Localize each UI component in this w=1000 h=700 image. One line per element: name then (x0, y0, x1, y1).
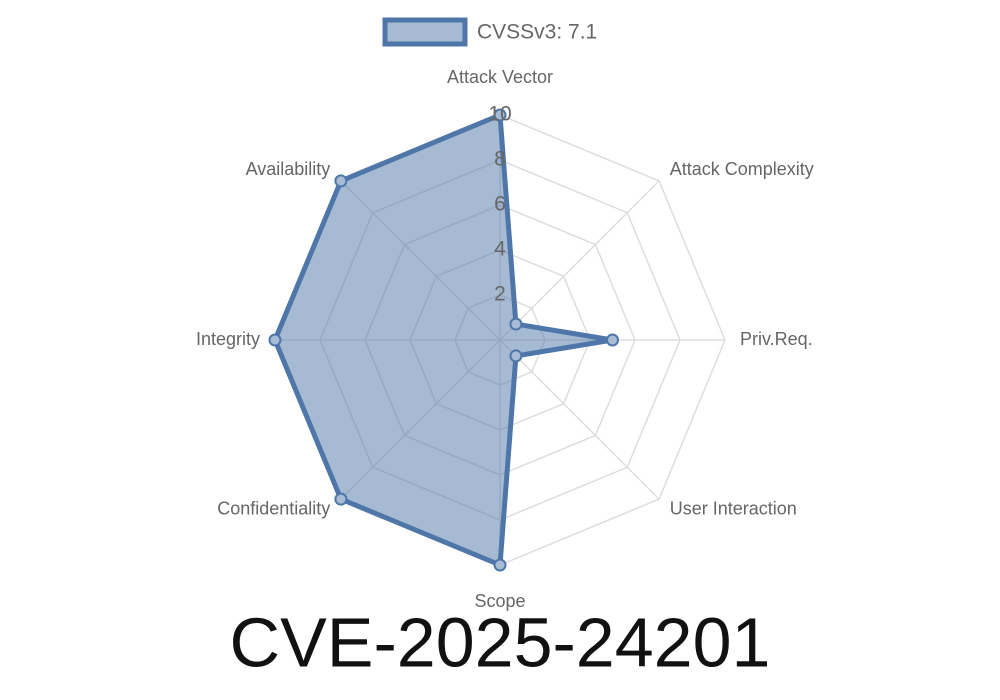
axis-label: Scope (474, 591, 525, 611)
axis-label: Availability (246, 159, 331, 179)
axis-label: Attack Complexity (670, 159, 814, 179)
data-point (606, 333, 619, 347)
legend-label: CVSSv3: 7.1 (477, 21, 597, 44)
data-point (493, 558, 507, 572)
chart-title: CVE-2025-24201 (230, 603, 771, 681)
data-point (509, 349, 523, 363)
r-tick-label: 10 (488, 103, 511, 126)
data-point (334, 174, 348, 188)
legend-swatch (382, 17, 468, 47)
r-tick-label: 4 (494, 238, 506, 261)
axis-label: Priv.Req. (740, 329, 813, 349)
spoke (499, 339, 660, 500)
r-tick-label: 8 (494, 148, 506, 171)
r-tick-label: 6 (494, 193, 506, 216)
data-point (268, 333, 282, 347)
axis-label: Integrity (196, 329, 260, 349)
axis-label: Confidentiality (217, 498, 330, 518)
r-tick-label: 2 (494, 283, 506, 306)
axis-label: Attack Vector (447, 67, 553, 87)
axis-label: User Interaction (670, 498, 797, 518)
data-point (493, 108, 507, 122)
data-point (334, 492, 348, 506)
spoke (499, 180, 660, 341)
data-point (509, 317, 523, 331)
